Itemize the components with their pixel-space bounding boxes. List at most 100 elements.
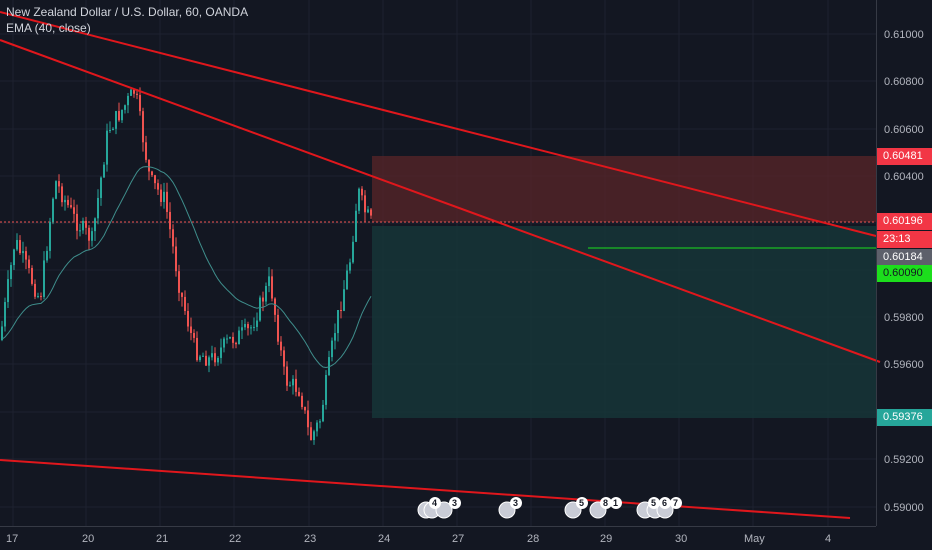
- price-tick: 0.59800: [884, 312, 924, 324]
- candle-body: [346, 270, 348, 290]
- bid-price-tag[interactable]: 0.60184: [877, 249, 932, 266]
- ask-price-tag[interactable]: 0.60090: [877, 265, 932, 282]
- candle-body: [241, 327, 243, 331]
- candle-body: [250, 327, 252, 329]
- candle-body: [94, 218, 96, 232]
- candle-body: [322, 404, 324, 422]
- candle-body: [118, 111, 120, 121]
- candle-body: [16, 240, 18, 250]
- candle-body: [319, 421, 321, 423]
- trendline-middle[interactable]: [0, 39, 881, 363]
- candle-body: [190, 326, 192, 333]
- candle-body: [232, 336, 234, 343]
- candle-body: [172, 229, 174, 247]
- event-group[interactable]: 8 1: [589, 497, 622, 519]
- candle-body: [13, 249, 15, 266]
- candle-body: [160, 189, 162, 202]
- time-tick: 27: [452, 533, 464, 545]
- ema-line[interactable]: [1, 166, 372, 369]
- candle-body: [331, 340, 333, 358]
- candle-body: [340, 310, 342, 312]
- candle-body: [235, 342, 237, 345]
- candle-body: [166, 191, 168, 212]
- event-count: 7: [673, 498, 678, 508]
- candle-body: [79, 230, 81, 232]
- time-tick: 17: [6, 533, 18, 545]
- candle-body: [133, 89, 135, 94]
- event-group[interactable]: 3: [498, 497, 522, 519]
- candle-body: [115, 111, 117, 129]
- candle-body: [4, 302, 6, 327]
- indicator-label[interactable]: EMA (40, close): [6, 21, 91, 35]
- take-profit-zone[interactable]: [372, 226, 876, 418]
- candle-body: [82, 220, 84, 231]
- candle-body: [19, 240, 21, 254]
- stop-loss-zone[interactable]: [372, 156, 876, 222]
- candle-body: [328, 357, 330, 376]
- candle-body: [208, 357, 210, 366]
- event-count-badge: [600, 497, 612, 509]
- candle-body: [40, 296, 42, 298]
- candle-body: [73, 207, 75, 214]
- candle-body: [337, 310, 339, 334]
- candle-body: [280, 341, 282, 351]
- candle-body: [178, 271, 180, 293]
- symbol-title: New Zealand Dollar / U.S. Dollar, 60, OA…: [6, 5, 249, 19]
- candle-body: [229, 336, 231, 339]
- stop-price-tag[interactable]: 0.60481: [877, 148, 932, 165]
- candle-body: [91, 231, 93, 241]
- trendline-upper[interactable]: [0, 11, 877, 237]
- candle-body: [106, 130, 108, 165]
- candle-body: [58, 181, 60, 187]
- candle-body: [355, 210, 357, 242]
- candle-body: [292, 378, 294, 386]
- candle-body: [244, 324, 246, 328]
- candle-body: [52, 198, 54, 222]
- candle-body: [259, 297, 261, 321]
- candle-body: [76, 213, 78, 231]
- candle-body: [214, 353, 216, 363]
- countdown-tag: 23:13: [877, 231, 932, 248]
- candle-body: [370, 209, 372, 216]
- price-tick: 0.59000: [884, 502, 924, 514]
- candle-body: [163, 191, 165, 202]
- event-count-badge: [659, 497, 671, 509]
- candle-body: [145, 142, 147, 160]
- candle-body: [199, 356, 201, 361]
- candle-body: [64, 199, 66, 203]
- candle-body: [268, 276, 270, 286]
- candle-body: [55, 181, 57, 199]
- candle-body: [127, 95, 129, 106]
- candle-body: [289, 385, 291, 387]
- candle-body: [358, 188, 360, 211]
- candle-body: [286, 366, 288, 386]
- event-count-badge: [576, 497, 588, 509]
- trendline-lower[interactable]: [0, 459, 851, 519]
- price-axis[interactable]: 0.61000 0.60800 0.60600 0.60400 0.59800 …: [884, 29, 924, 514]
- candle-body: [271, 276, 273, 299]
- candle-body: [181, 292, 183, 297]
- chart-legend: New Zealand Dollar / U.S. Dollar, 60, OA…: [6, 4, 248, 36]
- price-tick: 0.59200: [884, 454, 924, 466]
- candle-body: [316, 422, 318, 432]
- target-price-tag[interactable]: 0.59376: [877, 409, 932, 426]
- candle-body: [121, 109, 123, 121]
- event-group[interactable]: 5 6 7: [636, 497, 682, 519]
- candlestick-series: [1, 87, 372, 445]
- candle-body: [262, 297, 264, 302]
- event-group[interactable]: 4 3: [417, 497, 461, 519]
- candle-body: [28, 259, 30, 269]
- candle-body: [70, 205, 72, 208]
- candle-body: [196, 337, 198, 361]
- time-axis[interactable]: 17 20 21 22 23 24 27 28 29 30 May 4: [6, 533, 831, 545]
- candle-body: [1, 326, 3, 340]
- candle-body: [25, 251, 27, 260]
- candle-body: [298, 391, 300, 396]
- candle-body: [154, 175, 156, 184]
- event-count-badge: [429, 497, 441, 509]
- last-price-tag[interactable]: 0.60196: [877, 213, 932, 230]
- candle-body: [223, 338, 225, 348]
- candle-body: [139, 94, 141, 112]
- event-group[interactable]: 5: [564, 497, 588, 519]
